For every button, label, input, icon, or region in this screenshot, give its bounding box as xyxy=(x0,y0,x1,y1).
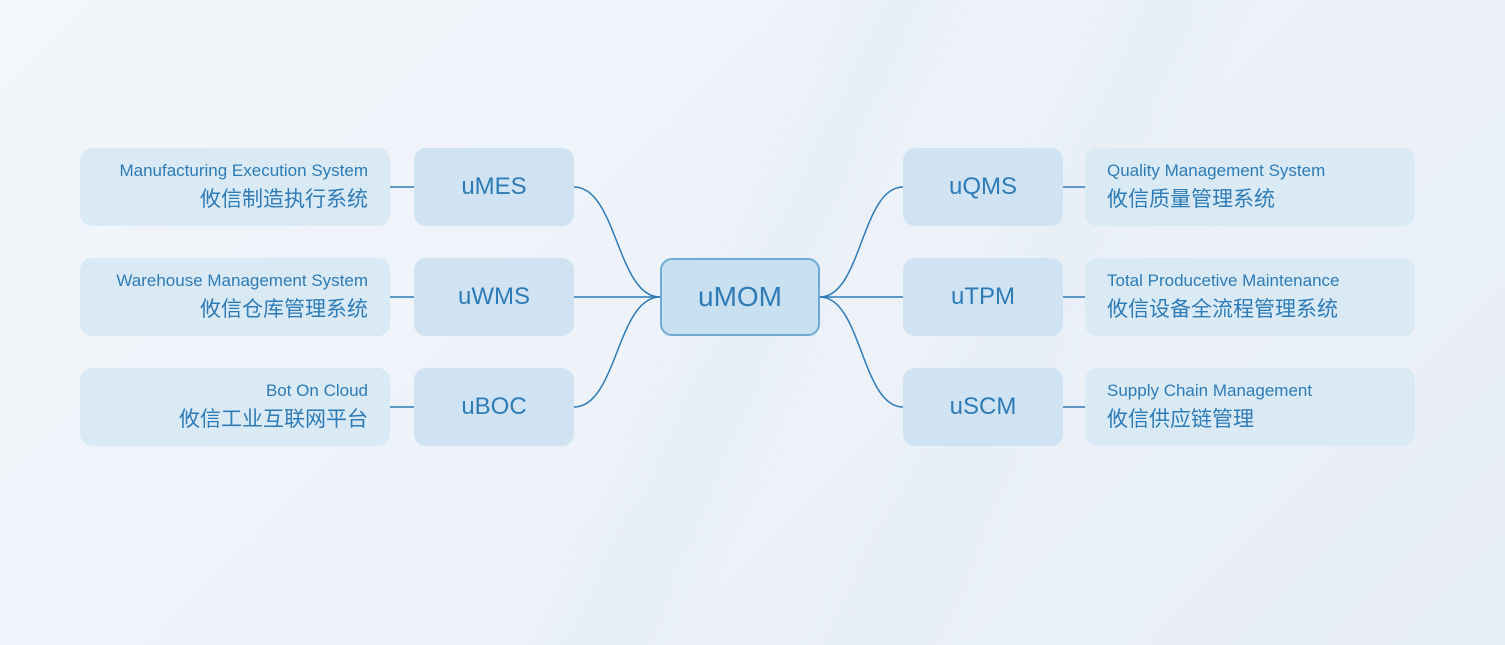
module-node-uscm: uSCM xyxy=(903,368,1063,446)
module-node-umes: uMES xyxy=(414,148,574,226)
desc-en: Bot On Cloud xyxy=(266,381,368,401)
desc-node-uboc: Bot On Cloud 攸信工业互联网平台 xyxy=(80,368,390,446)
center-label: uMOM xyxy=(698,281,782,313)
module-label: uSCM xyxy=(950,393,1017,421)
desc-node-uqms: Quality Management System 攸信质量管理系统 xyxy=(1085,148,1415,226)
module-node-uwms: uWMS xyxy=(414,258,574,336)
module-node-utpm: uTPM xyxy=(903,258,1063,336)
desc-en: Quality Management System xyxy=(1107,161,1325,181)
desc-zh: 攸信制造执行系统 xyxy=(200,183,368,213)
desc-en: Manufacturing Execution System xyxy=(119,161,368,181)
module-label: uMES xyxy=(461,173,526,201)
desc-node-uscm: Supply Chain Management 攸信供应链管理 xyxy=(1085,368,1415,446)
desc-zh: 攸信质量管理系统 xyxy=(1107,183,1275,213)
module-label: uBOC xyxy=(461,393,526,421)
desc-node-umes: Manufacturing Execution System 攸信制造执行系统 xyxy=(80,148,390,226)
module-label: uQMS xyxy=(949,173,1017,201)
center-node-umom: uMOM xyxy=(660,258,820,336)
module-label: uTPM xyxy=(951,283,1015,311)
diagram-canvas: uMOM uMES uWMS uBOC uQMS uTPM uSCM Manuf… xyxy=(0,0,1505,645)
module-label: uWMS xyxy=(458,283,530,311)
desc-zh: 攸信设备全流程管理系统 xyxy=(1107,293,1338,323)
desc-node-uwms: Warehouse Management System 攸信仓库管理系统 xyxy=(80,258,390,336)
desc-zh: 攸信仓库管理系统 xyxy=(200,293,368,323)
desc-zh: 攸信工业互联网平台 xyxy=(179,403,368,433)
desc-zh: 攸信供应链管理 xyxy=(1107,403,1254,433)
desc-en: Supply Chain Management xyxy=(1107,381,1312,401)
desc-en: Warehouse Management System xyxy=(116,271,368,291)
module-node-uboc: uBOC xyxy=(414,368,574,446)
module-node-uqms: uQMS xyxy=(903,148,1063,226)
desc-en: Total Producetive Maintenance xyxy=(1107,271,1339,291)
desc-node-utpm: Total Producetive Maintenance 攸信设备全流程管理系… xyxy=(1085,258,1415,336)
